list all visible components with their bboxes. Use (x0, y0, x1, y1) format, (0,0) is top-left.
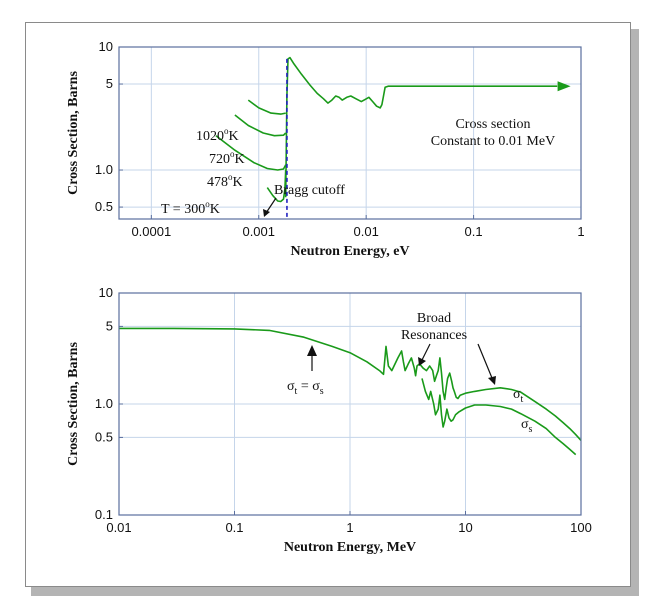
broad-arrow-right-line (477, 343, 493, 379)
label-300k-unit: K (210, 202, 220, 217)
bot-y-tick-label: 5 (106, 318, 113, 333)
bot-x-tick-label: 10 (458, 520, 472, 535)
label-300k: T = 300oK (161, 199, 220, 217)
top-x-tick-label: 0.001 (242, 224, 275, 239)
top-plot-area (119, 47, 581, 219)
sigma-s-label: σs (521, 417, 533, 435)
bot-y-tick-label: 0.5 (95, 429, 113, 444)
top-series-3 (247, 99, 286, 115)
label-720k-unit: K (235, 152, 245, 167)
sigma-s-label-sub: s (529, 424, 533, 435)
constant-label-line2: Constant to 0.01 MeV (431, 134, 555, 149)
sigma-eq-part: = (297, 379, 312, 394)
top-x-axis-label: Neutron Energy, eV (290, 244, 409, 259)
label-478k: 478oK (207, 172, 243, 190)
label-478k-degree: o (228, 172, 233, 182)
label-1020k-value: 1020 (196, 129, 224, 144)
broad-resonances-line2: Resonances (401, 328, 467, 343)
top-x-tick-label: 0.0001 (131, 224, 171, 239)
top-series-2 (234, 114, 287, 137)
label-478k-unit: K (233, 175, 243, 190)
bot-x-tick-label: 0.01 (106, 520, 131, 535)
sigma-eq-arrowhead (307, 345, 317, 356)
bragg-arrowhead (263, 209, 270, 217)
label-300k-degree: o (205, 199, 210, 209)
bot-series-0 (119, 327, 582, 441)
label-478k-value: 478 (207, 175, 228, 190)
sigma-eq-part: s (320, 386, 324, 397)
label-720k-degree: o (230, 149, 235, 159)
sigma-t-equals-sigma-s-label: σt = σs (287, 379, 324, 397)
top-chart: 0.0001 0.001 0.01 0.1 1 0.5 1.0 5 10 Neutron Ene… (66, 39, 585, 259)
sigma-eq-part: σ (312, 379, 320, 394)
top-main-curve (284, 56, 558, 198)
bottom-y-axis-label: Cross Section, Barns (66, 342, 81, 466)
sigma-t-label: σt (513, 387, 524, 405)
sigma-eq-part: t (295, 386, 298, 397)
label-1020k-degree: o (224, 126, 229, 136)
top-y-tick-label: 0.5 (95, 199, 113, 214)
broad-resonances-line1: Broad (417, 311, 451, 326)
bot-x-tick-label: 100 (570, 520, 592, 535)
top-series-1 (215, 135, 287, 171)
label-720k: 720oK (209, 149, 245, 167)
top-y-axis-label: Cross Section, Barns (66, 71, 81, 195)
bot-x-tick-label: 0.1 (225, 520, 243, 535)
bottom-x-axis-label: Neutron Energy, MeV (284, 540, 416, 555)
top-plot-border (118, 46, 582, 220)
broad-arrowhead-left (418, 357, 426, 366)
top-series-0 (266, 169, 287, 203)
label-1020k: 1020oK (196, 126, 239, 144)
top-y-tick-label: 10 (99, 39, 113, 54)
bot-y-tick-label: 0.1 (95, 507, 113, 522)
bot-x-tick-label: 1 (346, 520, 353, 535)
top-x-tick-label: 0.01 (354, 224, 379, 239)
bot-y-tick-label: 1.0 (95, 396, 113, 411)
sigma-s-label-sigma: σ (521, 417, 529, 432)
sigma-eq-part: σ (287, 379, 295, 394)
top-x-tick-label: 1 (577, 224, 584, 239)
broad-arrow-left-line (421, 343, 431, 361)
bragg-arrow-line (265, 197, 277, 214)
bragg-cutoff-label: Bragg cutoff (274, 183, 345, 198)
sigma-t-label-sub: t (521, 394, 524, 405)
top-y-tick-label: 5 (106, 76, 113, 91)
label-300k-value: T = 300 (161, 202, 205, 217)
label-1020k-unit: K (229, 129, 239, 144)
constant-arrowhead (557, 81, 571, 92)
sigma-t-label-sigma: σ (513, 387, 521, 402)
broad-arrowhead-right (488, 376, 496, 385)
top-x-tick-label: 0.1 (465, 224, 483, 239)
label-720k-value: 720 (209, 152, 230, 167)
constant-label-line1: Cross section (455, 117, 530, 132)
bot-series-1 (421, 378, 577, 456)
top-y-tick-label: 1.0 (95, 162, 113, 177)
bot-y-tick-label: 10 (99, 285, 113, 300)
